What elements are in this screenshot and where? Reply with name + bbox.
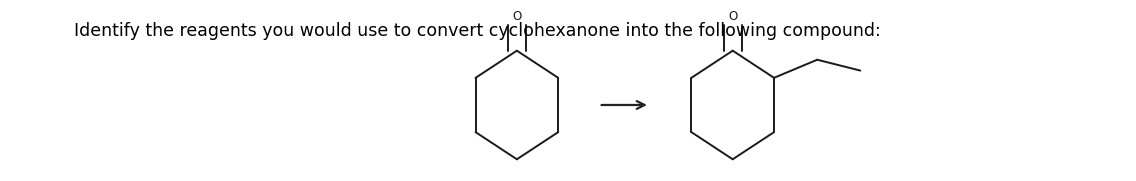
Text: Identify the reagents you would use to convert cyclohexanone into the following : Identify the reagents you would use to c…: [74, 22, 880, 40]
Text: O: O: [512, 10, 521, 23]
Text: O: O: [728, 10, 737, 23]
